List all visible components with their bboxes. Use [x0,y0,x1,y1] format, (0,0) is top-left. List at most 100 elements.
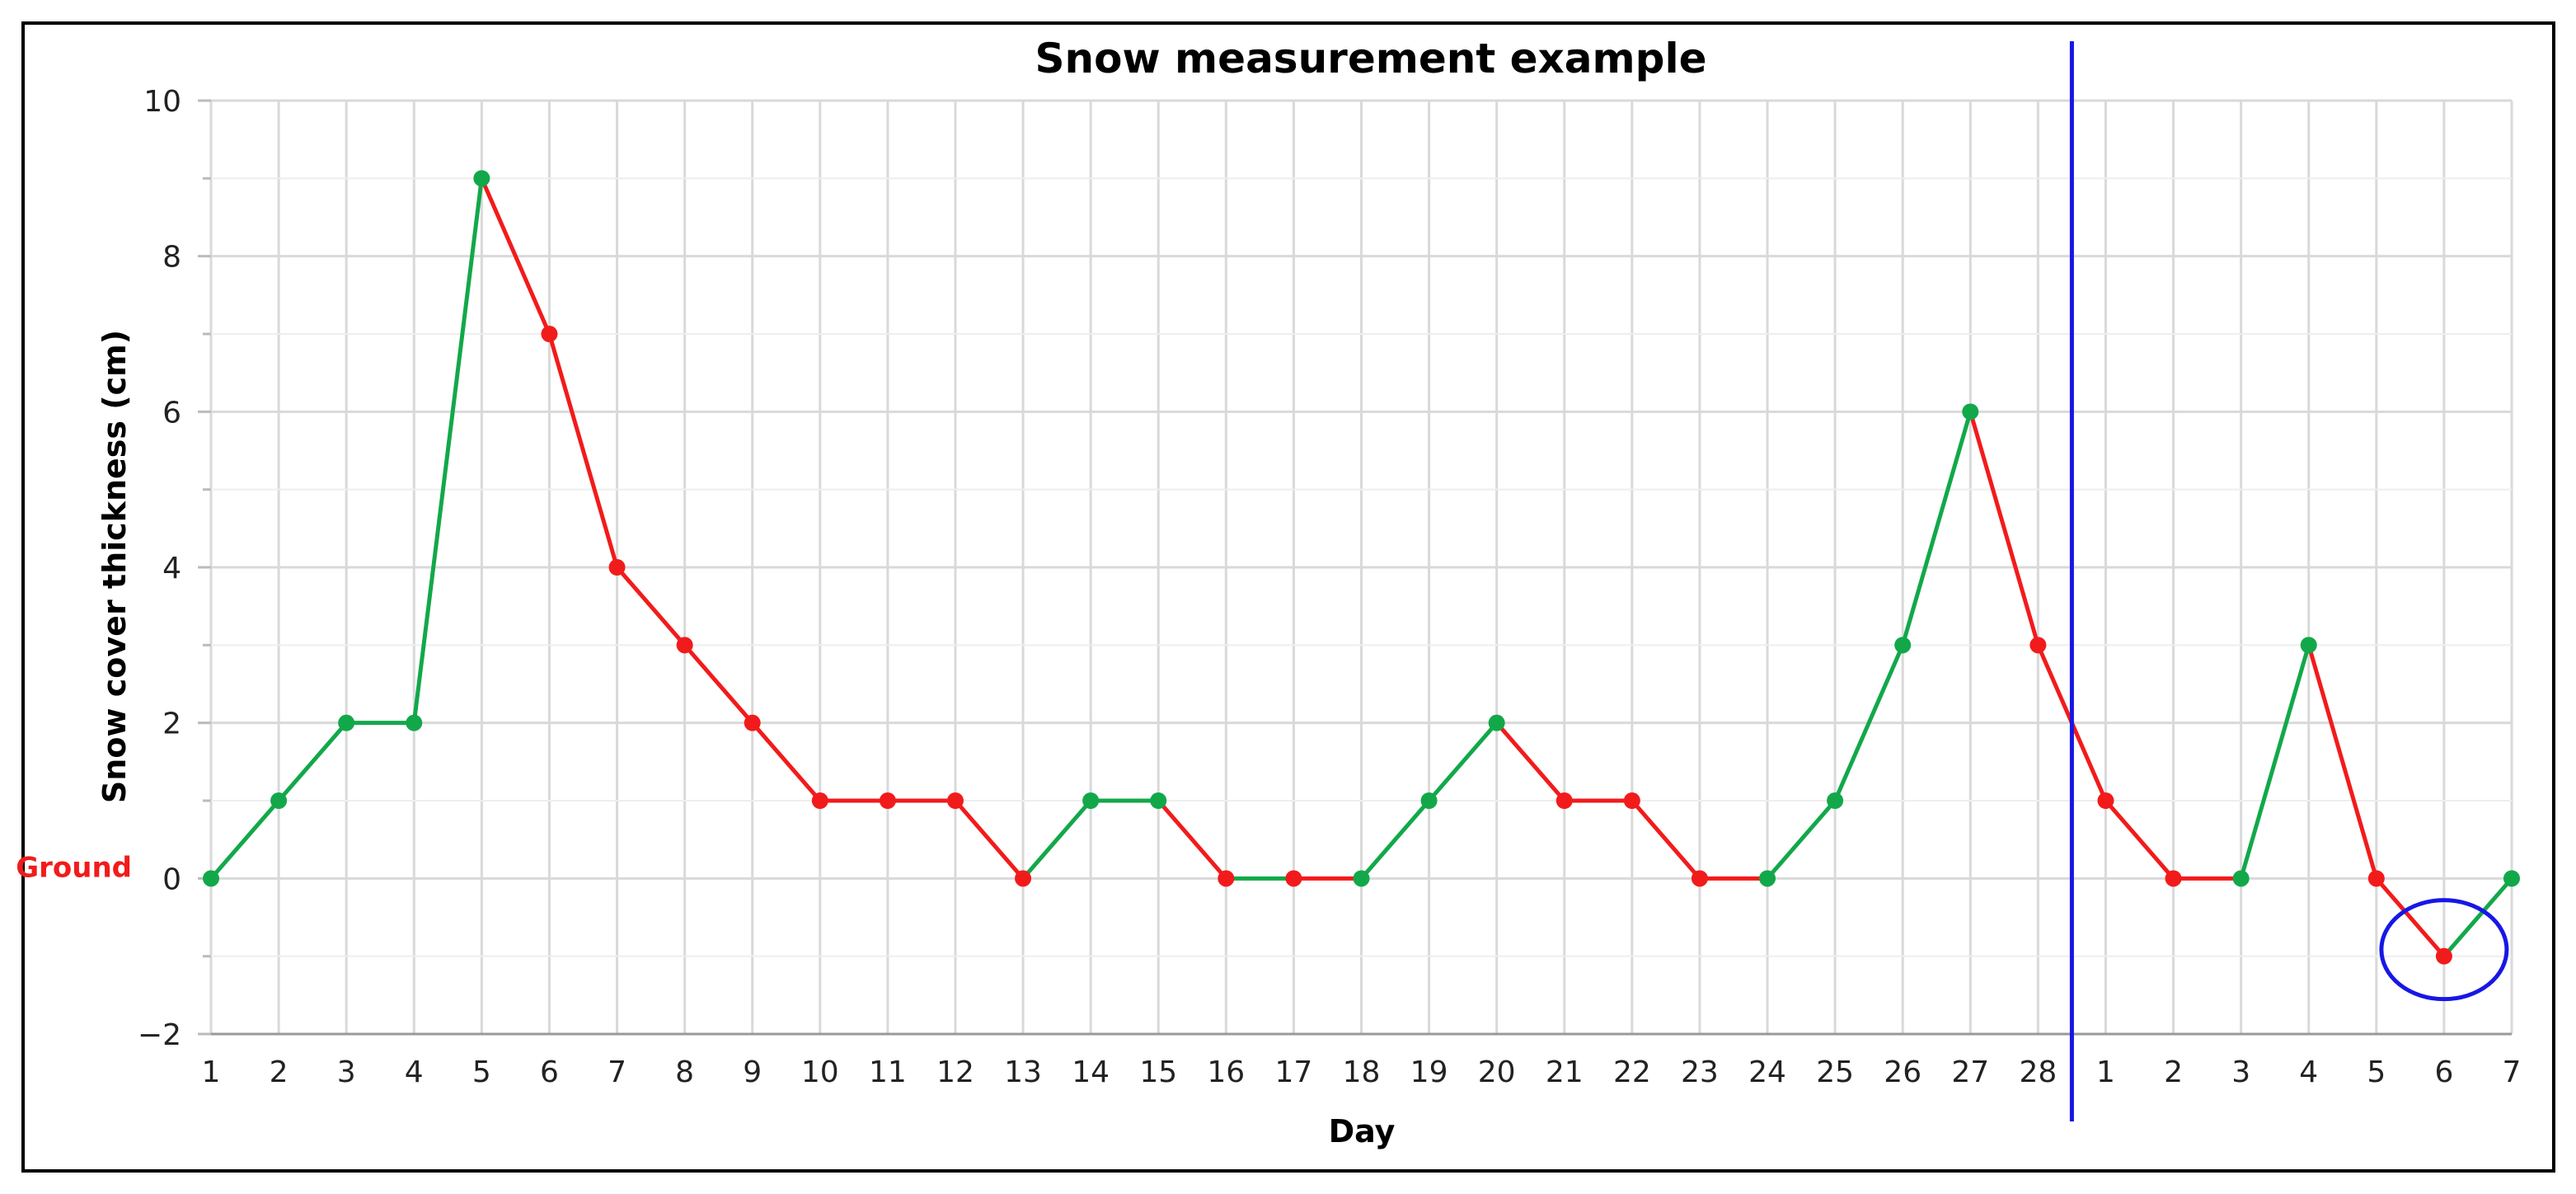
data-point [2503,870,2520,887]
x-tick-label: 5 [2367,1055,2386,1089]
x-tick-label: 26 [1884,1055,1921,1089]
data-point [879,792,896,809]
data-point [2232,870,2250,887]
chart-title: Snow measurement example [1035,35,1707,82]
x-tick-label: 10 [801,1055,839,1089]
y-tick-label: 4 [162,552,181,585]
y-axis-label: Snow cover thickness (cm) [96,330,133,803]
series-segment [1968,409,2040,647]
annotation-layer [2069,41,2509,1121]
x-tick-label: 12 [936,1055,974,1089]
y-tick-label: 6 [162,396,181,430]
data-point [1555,792,1573,809]
series-segment [2239,642,2311,881]
series-segment [750,721,823,803]
x-tick-label: 7 [2503,1055,2522,1089]
series-layer [203,170,2520,965]
x-tick-label: 5 [472,1055,491,1089]
data-point [2029,637,2047,654]
y-tick-label: 8 [162,241,181,275]
data-point [1894,637,1912,654]
x-tick-label: 13 [1004,1055,1042,1089]
x-tick-label: 9 [743,1055,762,1089]
series-segment [683,642,755,726]
series-segment [2442,876,2514,959]
data-point [946,792,964,809]
data-point [811,792,828,809]
x-tick-label: 11 [869,1055,907,1089]
series-segment [2306,642,2379,881]
data-point [1353,870,1370,887]
series-segment [547,331,620,570]
x-tick-label: 3 [2231,1055,2250,1089]
data-point [1218,870,1235,887]
data-point [473,170,490,187]
highlight-ellipse [2379,898,2509,1002]
x-tick-label: 3 [337,1055,356,1089]
x-tick-label: 18 [1343,1055,1381,1089]
series-segment [1021,798,1093,881]
series-segment [1427,721,1499,803]
series-segment [1156,798,1228,881]
x-tick-label: 15 [1139,1055,1177,1089]
x-tick-label: 1 [202,1055,221,1089]
chart-frame [21,21,2555,1173]
x-tick-label: 25 [1816,1055,1854,1089]
data-point [2097,792,2114,809]
x-axis-label: Day [1329,1113,1396,1149]
series-segment [479,176,551,336]
series-segment [2374,876,2447,959]
data-point [1691,870,1708,887]
x-tick-label: 22 [1613,1055,1651,1089]
series-segment [1359,798,1432,881]
y-tick-label: 10 [143,85,181,119]
series-segment [1900,409,1973,647]
x-tick-label: 8 [675,1055,694,1089]
data-point [1082,792,1100,809]
data-point [2367,870,2385,887]
x-tick-label: 28 [2019,1055,2057,1089]
x-tick-label: 19 [1410,1055,1448,1089]
data-point [1420,792,1438,809]
x-tick-label: 23 [1681,1055,1719,1089]
data-point [541,326,558,342]
data-point [406,714,423,731]
data-point [2165,870,2182,887]
grid-layer [209,99,2513,1036]
series-segment [1630,798,1702,881]
ground-label: Ground [16,851,132,884]
x-tick-label: 16 [1207,1055,1245,1089]
series-segment [1832,642,1905,803]
data-point [1962,403,1979,421]
series-segment [276,721,349,803]
x-tick-label: 7 [608,1055,626,1089]
x-tick-label: 27 [1951,1055,1989,1089]
series-segment [1765,798,1837,881]
data-point [1827,792,1844,809]
data-point [744,714,761,731]
x-tick-label: 2 [270,1055,289,1089]
data-point [338,714,355,731]
y-tick-label: −2 [138,1018,181,1052]
x-tick-label: 21 [1546,1055,1584,1089]
series-segment [411,176,484,726]
data-point [1623,792,1640,809]
data-point [676,637,693,654]
data-point [1759,870,1776,887]
data-point [1488,714,1505,731]
x-tick-label: 1 [2096,1055,2115,1089]
x-tick-label: 14 [1072,1055,1110,1089]
data-point [608,559,626,576]
data-point [1150,792,1167,809]
series-segment [615,565,687,647]
series-segment [209,798,281,881]
data-point [1015,870,1032,887]
series-segment [2103,798,2176,881]
x-tick-label: 20 [1478,1055,1516,1089]
x-tick-label: 24 [1748,1055,1786,1089]
x-tick-label: 2 [2164,1055,2183,1089]
y-tick-label: 2 [162,707,181,741]
series-segment [1494,721,1567,803]
